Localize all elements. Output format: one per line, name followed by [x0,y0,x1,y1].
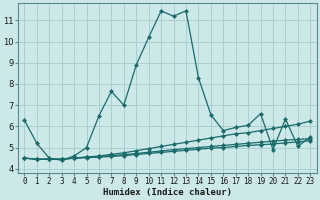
X-axis label: Humidex (Indice chaleur): Humidex (Indice chaleur) [103,188,232,197]
